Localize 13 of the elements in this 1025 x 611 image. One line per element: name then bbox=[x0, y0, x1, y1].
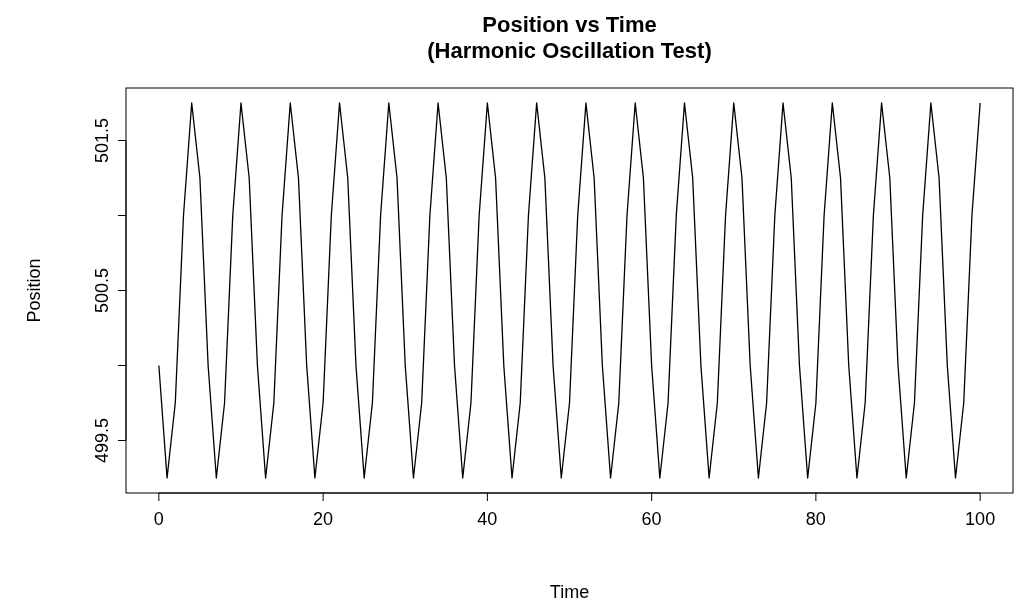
x-tick-label: 100 bbox=[965, 509, 996, 529]
y-tick-label: 499.5 bbox=[92, 417, 112, 464]
x-tick-label: 80 bbox=[805, 509, 826, 529]
chart-title: Position vs Time (Harmonic Oscillation Test) bbox=[427, 12, 712, 63]
x-tick-label: 0 bbox=[153, 509, 164, 529]
y-tick-label: 501.5 bbox=[92, 117, 112, 164]
x-tick-label: 20 bbox=[313, 509, 334, 529]
line-series bbox=[158, 102, 981, 479]
y-axis-title: Position bbox=[24, 258, 44, 323]
x-tick-label: 60 bbox=[641, 509, 662, 529]
y-tick-label: 500.5 bbox=[92, 267, 112, 314]
x-axis-title: Time bbox=[549, 582, 590, 602]
x-tick-label: 40 bbox=[477, 509, 498, 529]
